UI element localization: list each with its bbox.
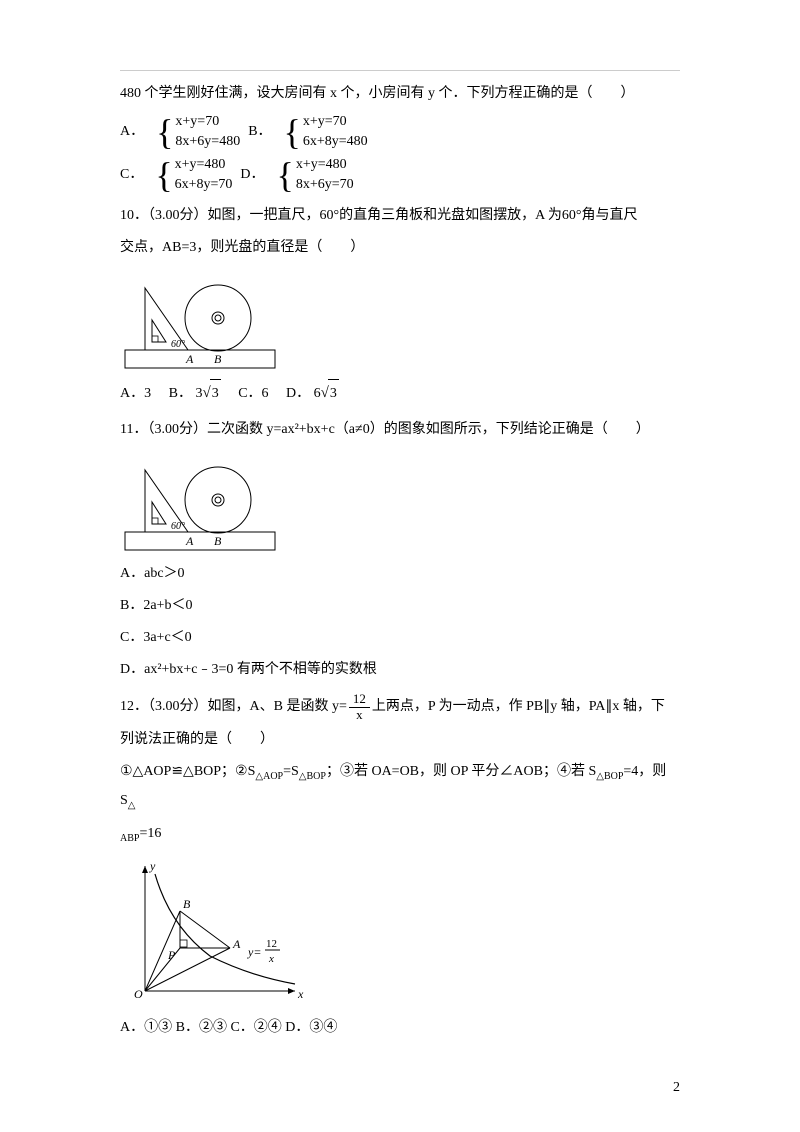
q9-options-row2: C． { x+y=480 6x+8y=70 D． { x+y=480 8x+6y…: [120, 155, 680, 194]
q9-optB-label: B．: [248, 118, 271, 146]
q12-line1: 12．（3.00分）如图，A、B 是函数 y=12x上两点，P 为一动点，作 P…: [120, 692, 680, 722]
q10-optA: A．3: [120, 386, 151, 401]
svg-text:60°: 60°: [171, 521, 185, 532]
brace-icon: {: [277, 157, 294, 193]
q9-D-eq2: 8x+6y=70: [296, 175, 354, 195]
q9-A-eq2: 8x+6y=480: [175, 132, 240, 152]
svg-text:B: B: [183, 897, 191, 911]
q11-optD: D．ax²+bx+c﹣3=0 有两个不相等的实数根: [120, 656, 680, 684]
q9-optA-label: A．: [120, 118, 144, 146]
page-number: 2: [673, 1074, 680, 1102]
q9-C-eq1: x+y=480: [175, 155, 233, 175]
q10-optC: C．6: [238, 386, 268, 401]
q12-statements2: ABP=16: [120, 820, 680, 849]
q9-optC-label: C．: [120, 161, 143, 189]
q11-optB: B．2a+b＜0: [120, 592, 680, 620]
q12-statements: ①△AOP≌△BOP；②S△AOP=S△BOP；③若 OA=OB，则 OP 平分…: [120, 758, 680, 816]
q9-options-row1: A． { x+y=70 8x+6y=480 B． { x+y=70 6x+8y=…: [120, 112, 680, 151]
svg-text:x: x: [297, 987, 304, 1001]
svg-text:y: y: [149, 859, 156, 873]
q11-figure: 60° A B: [120, 452, 680, 552]
q9-C-eq2: 6x+8y=70: [175, 175, 233, 195]
q10-optD: D．: [286, 386, 310, 401]
svg-text:x: x: [268, 953, 274, 965]
q11-optA: A．abc＞0: [120, 560, 680, 588]
svg-text:12: 12: [266, 938, 277, 950]
brace-icon: {: [156, 114, 173, 150]
q10-label-B: B: [214, 352, 222, 366]
q9-optD-label: D．: [240, 161, 264, 189]
q10-optB: B．: [169, 386, 192, 401]
q12-answers: A．①③ B．②③ C．②④ D．③④: [120, 1014, 680, 1042]
q10-figure: 60° A B: [120, 270, 680, 370]
q12-figure: O x y B A P y= 12 x: [120, 856, 680, 1006]
brace-icon: {: [284, 114, 301, 150]
svg-text:A: A: [185, 534, 194, 548]
svg-text:O: O: [134, 987, 143, 1001]
q11-text: 11．（3.00分）二次函数 y=ax²+bx+c（a≠0）的图象如图所示，下列…: [120, 416, 680, 444]
q10-line2: 交点，AB=3，则光盘的直径是（ ）: [120, 234, 680, 262]
q9-intro: 480 个学生刚好住满，设大房间有 x 个，小房间有 y 个．下列方程正确的是（…: [120, 80, 680, 108]
q9-B-eq1: x+y=70: [303, 112, 368, 132]
q12-line2: 列说法正确的是（ ）: [120, 726, 680, 754]
q10-label-A: A: [185, 352, 194, 366]
q9-A-eq1: x+y=70: [175, 112, 240, 132]
q10-angle-label: 60°: [171, 339, 185, 350]
svg-text:A: A: [232, 937, 241, 951]
svg-text:y=: y=: [247, 945, 261, 959]
q10-line1: 10．（3.00分）如图，一把直尺，60°的直角三角板和光盘如图摆放，A 为60…: [120, 202, 680, 230]
svg-text:B: B: [214, 534, 222, 548]
q11-optC: C．3a+c＜0: [120, 624, 680, 652]
brace-icon: {: [155, 157, 172, 193]
q9-B-eq2: 6x+8y=480: [303, 132, 368, 152]
svg-text:P: P: [167, 948, 176, 962]
q10-answers: A．3 B． 3√3 C．6 D． 6√3: [120, 378, 680, 408]
q9-D-eq1: x+y=480: [296, 155, 354, 175]
